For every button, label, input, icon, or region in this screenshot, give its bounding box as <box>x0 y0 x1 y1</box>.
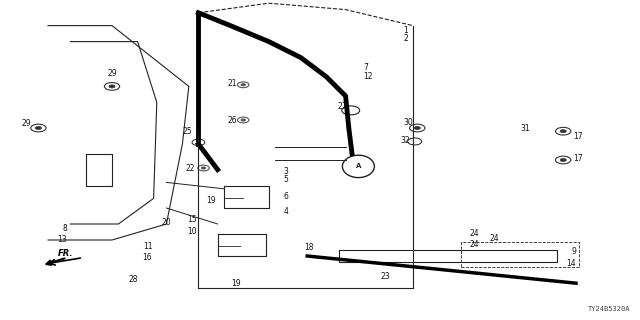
Text: 21: 21 <box>227 79 237 88</box>
Text: 23: 23 <box>381 272 390 281</box>
Bar <box>461 242 579 267</box>
Text: 3: 3 <box>284 167 289 176</box>
Text: 26: 26 <box>227 116 237 124</box>
Circle shape <box>109 85 115 88</box>
Text: 24: 24 <box>469 229 479 238</box>
Text: 32: 32 <box>400 136 410 145</box>
Text: 2: 2 <box>404 34 408 43</box>
Text: 27: 27 <box>338 102 348 111</box>
Circle shape <box>201 167 206 169</box>
Text: 13: 13 <box>58 236 67 244</box>
Text: 5: 5 <box>284 175 289 184</box>
Text: 28: 28 <box>128 275 138 284</box>
Text: 29: 29 <box>107 69 117 78</box>
Text: 4: 4 <box>284 207 289 216</box>
Text: 25: 25 <box>182 127 192 136</box>
Text: 17: 17 <box>573 154 582 163</box>
Text: 24: 24 <box>490 234 499 243</box>
Text: 30: 30 <box>403 118 413 127</box>
Text: 1: 1 <box>404 26 408 35</box>
Text: 29: 29 <box>21 119 31 128</box>
Text: 8: 8 <box>63 224 67 233</box>
Text: 15: 15 <box>187 215 196 224</box>
Text: 9: 9 <box>571 247 576 256</box>
Circle shape <box>560 158 566 162</box>
Circle shape <box>560 130 566 133</box>
Circle shape <box>414 126 420 130</box>
Circle shape <box>241 84 246 86</box>
Text: 19: 19 <box>207 196 216 204</box>
Text: FR.: FR. <box>58 249 73 258</box>
Text: 31: 31 <box>520 124 530 133</box>
Text: 18: 18 <box>304 244 314 252</box>
Text: 10: 10 <box>187 228 196 236</box>
Text: 20: 20 <box>162 218 172 227</box>
Text: 14: 14 <box>566 260 576 268</box>
Circle shape <box>192 139 205 146</box>
Text: 22: 22 <box>186 164 195 172</box>
Text: 19: 19 <box>230 279 241 288</box>
Circle shape <box>35 126 42 130</box>
Text: A: A <box>356 164 361 169</box>
Circle shape <box>241 119 246 121</box>
Text: 24: 24 <box>469 240 479 249</box>
Text: 12: 12 <box>364 72 373 81</box>
Text: 11: 11 <box>143 242 152 251</box>
Text: 17: 17 <box>573 132 582 140</box>
Text: TY24B5320A: TY24B5320A <box>588 306 630 312</box>
Text: 16: 16 <box>143 253 152 262</box>
Text: 6: 6 <box>284 192 289 201</box>
Text: 7: 7 <box>364 63 369 72</box>
